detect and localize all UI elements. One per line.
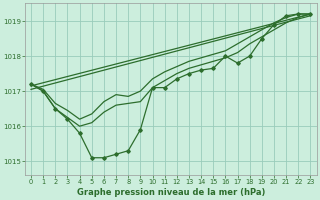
X-axis label: Graphe pression niveau de la mer (hPa): Graphe pression niveau de la mer (hPa) [76,188,265,197]
